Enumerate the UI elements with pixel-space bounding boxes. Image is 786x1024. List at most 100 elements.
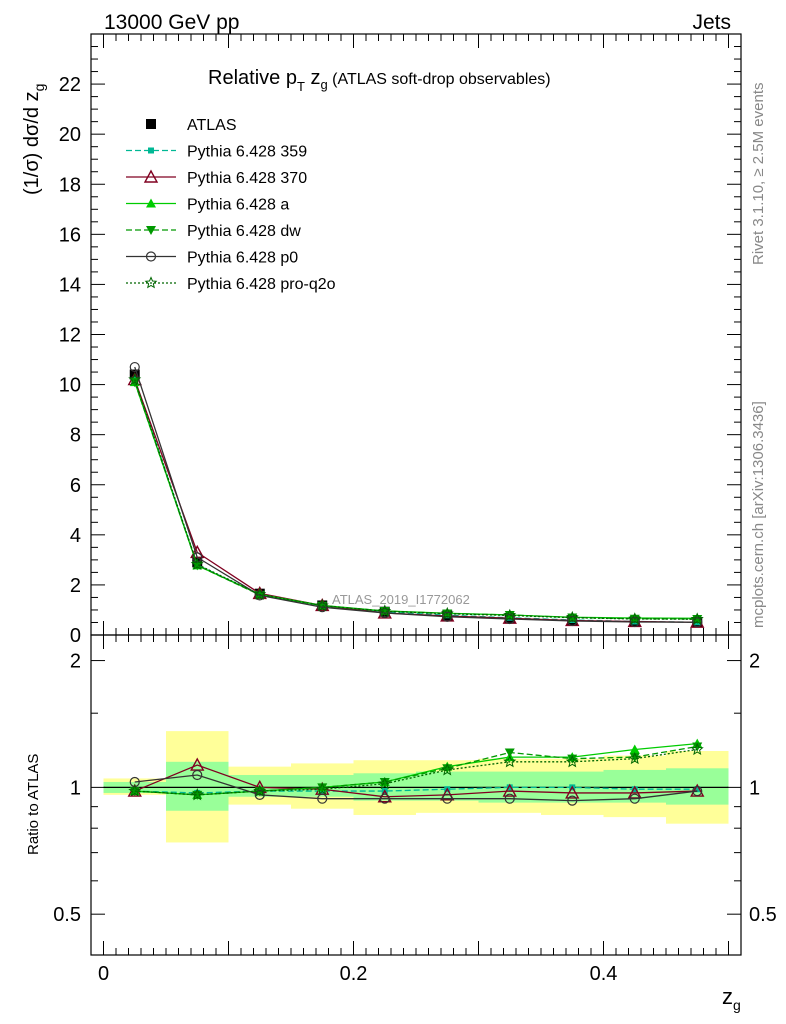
main-point-pq2o-2 — [253, 587, 267, 600]
plot-title: Relative pT zg (ATLAS soft-drop observab… — [208, 67, 551, 94]
mcplots-label: mcplots.cern.ch [arXiv:1306.3436] — [750, 401, 767, 628]
legend: ATLAS Pythia 6.428 359 Pythia 6.428 370 Pyt… — [126, 117, 336, 293]
x-axis-label-sub: g — [733, 997, 741, 1013]
legend-label-pp0: Pythia 6.428 p0 — [187, 250, 298, 267]
main-line-p370 — [134, 379, 698, 623]
main-y-axis-label-text: (1/σ) dσ/d z — [21, 91, 43, 195]
main-y-tick-label-0: 0 — [70, 625, 81, 647]
legend-label-pdw: Pythia 6.428 dw — [187, 223, 301, 240]
legend-marker-pq2o — [144, 276, 158, 289]
main-point-pp0-0 — [129, 361, 140, 373]
main-point-pdw-1 — [192, 561, 203, 571]
ratio-point-p359-6 — [506, 784, 513, 791]
ratio-point-pq2o-4 — [378, 777, 392, 790]
ratio-point-p370-6 — [502, 783, 517, 797]
main-line-pp0 — [134, 366, 698, 623]
title-sub-g: g — [320, 77, 327, 92]
legend-marker-p370 — [143, 169, 159, 183]
ratio-point-pdw-4 — [379, 777, 390, 787]
ratio-point-pp0-9 — [692, 785, 703, 797]
ratio-point-pq2o-0 — [128, 784, 142, 797]
x-tick-label-0: 0 — [98, 963, 109, 985]
x-axis-label: zg — [722, 984, 741, 1013]
ratio-point-pp0-7 — [567, 795, 578, 806]
title-main: Relative p — [208, 67, 297, 89]
main-point-pq2o-5 — [440, 606, 454, 620]
legend-label-p359: Pythia 6.428 359 — [187, 144, 307, 161]
main-point-pp0-3 — [317, 602, 328, 613]
main-y-tick-label-10: 20 — [59, 124, 81, 146]
ratio-y-tick-label-right-1: 1 — [749, 777, 760, 799]
header-jets-label: Jets — [692, 11, 731, 34]
ratio-line-pp0 — [134, 774, 698, 802]
ratio-point-p370-8 — [627, 785, 642, 799]
ratio-point-pq2o-6 — [503, 754, 517, 768]
main-y-tick-label-11: 22 — [59, 74, 81, 96]
ratio-point-pp0-2 — [254, 789, 265, 800]
ratio-point-pdw-5 — [442, 764, 453, 774]
ratio-line-p359 — [134, 786, 698, 794]
ratio-y-axis-label: Ratio to ATLAS — [25, 754, 42, 855]
legend-marker-p359 — [148, 147, 154, 154]
ratio-point-p370-5 — [440, 787, 455, 801]
header-energy-label: 13000 GeV pp — [104, 11, 239, 34]
ratio-point-pq2o-2 — [253, 784, 267, 797]
ratio-point-pp0-8 — [629, 793, 640, 804]
ratio-y-tick-label-right-2: 2 — [749, 651, 760, 673]
ratio-y-tick-label-left-2: 2 — [70, 651, 81, 673]
main-y-axis-label-sub: g — [31, 84, 47, 92]
legend-label-p370: Pythia 6.428 370 — [187, 170, 307, 187]
analysis-watermark: ATLAS_2019_I1772062 — [332, 592, 470, 607]
legend-marker-pa — [146, 198, 156, 208]
ratio-point-p370-7 — [565, 785, 580, 799]
ratio-point-pq2o-9 — [690, 742, 704, 756]
ratio-point-pdw-3 — [317, 783, 328, 793]
main-y-tick-label-7: 14 — [59, 274, 81, 296]
ratio-point-pdw-9 — [692, 742, 703, 752]
ratio-point-pp0-4 — [379, 793, 390, 804]
ratio-point-p370-4 — [377, 789, 392, 803]
x-axis-label-text: z — [722, 984, 733, 1009]
legend-marker-atlas — [146, 119, 156, 129]
ratio-point-pp0-6 — [504, 793, 515, 804]
x-tick-label-2: 0.4 — [590, 963, 618, 985]
main-point-pq2o-1 — [190, 557, 204, 570]
main-line-pa — [134, 381, 698, 619]
legend-marker-pdw — [146, 226, 156, 235]
main-point-pq2o-7 — [565, 610, 579, 624]
ratio-point-pa-8 — [629, 744, 640, 754]
ratio-point-pq2o-1 — [190, 787, 204, 801]
main-y-tick-label-3: 6 — [70, 475, 81, 497]
title-mid: z — [305, 67, 321, 89]
ratio-panel: 0 0.2 0.4 0.5 0.5 1 1 2 2 — [53, 634, 777, 985]
band-green-1 — [166, 761, 229, 811]
ratio-point-pdw-6 — [504, 748, 515, 758]
main-line-pq2o — [134, 379, 698, 620]
ratio-point-pp0-1 — [192, 769, 203, 781]
main-line-pdw — [134, 381, 698, 620]
ratio-point-pq2o-8 — [628, 751, 642, 765]
ratio-y-tick-label-left-1: 1 — [70, 777, 81, 799]
main-y-tick-label-8: 16 — [59, 224, 81, 246]
main-point-pq2o-6 — [503, 608, 517, 621]
band-green-5 — [416, 771, 479, 801]
main-point-pq2o-0 — [128, 372, 142, 386]
main-point-pq2o-9 — [690, 612, 704, 625]
legend-label-atlas: ATLAS — [187, 117, 237, 134]
ratio-y-tick-label-left-0: 0.5 — [53, 904, 81, 926]
ratio-point-pdw-7 — [567, 754, 578, 764]
title-tail: (ATLAS soft-drop observables) — [328, 71, 551, 88]
main-point-pp0-9 — [692, 617, 703, 628]
ratio-point-pq2o-3 — [315, 782, 329, 795]
main-point-pq2o-8 — [628, 612, 642, 625]
main-panel: 0 2 4 6 8 10 12 14 16 18 20 22 — [59, 33, 742, 647]
main-point-pp0-4 — [379, 607, 390, 619]
main-point-pp0-8 — [629, 616, 640, 628]
ratio-y-tick-label-right-0: 0.5 — [749, 904, 777, 926]
main-y-tick-label-2: 4 — [70, 525, 81, 547]
main-y-tick-label-1: 2 — [70, 575, 81, 597]
ratio-point-pp0-5 — [442, 793, 453, 804]
ratio-point-pdw-8 — [629, 753, 640, 763]
rivet-label: Rivet 3.1.10, ≥ 2.5M events — [750, 83, 767, 266]
title-sub-t: T — [297, 79, 305, 94]
